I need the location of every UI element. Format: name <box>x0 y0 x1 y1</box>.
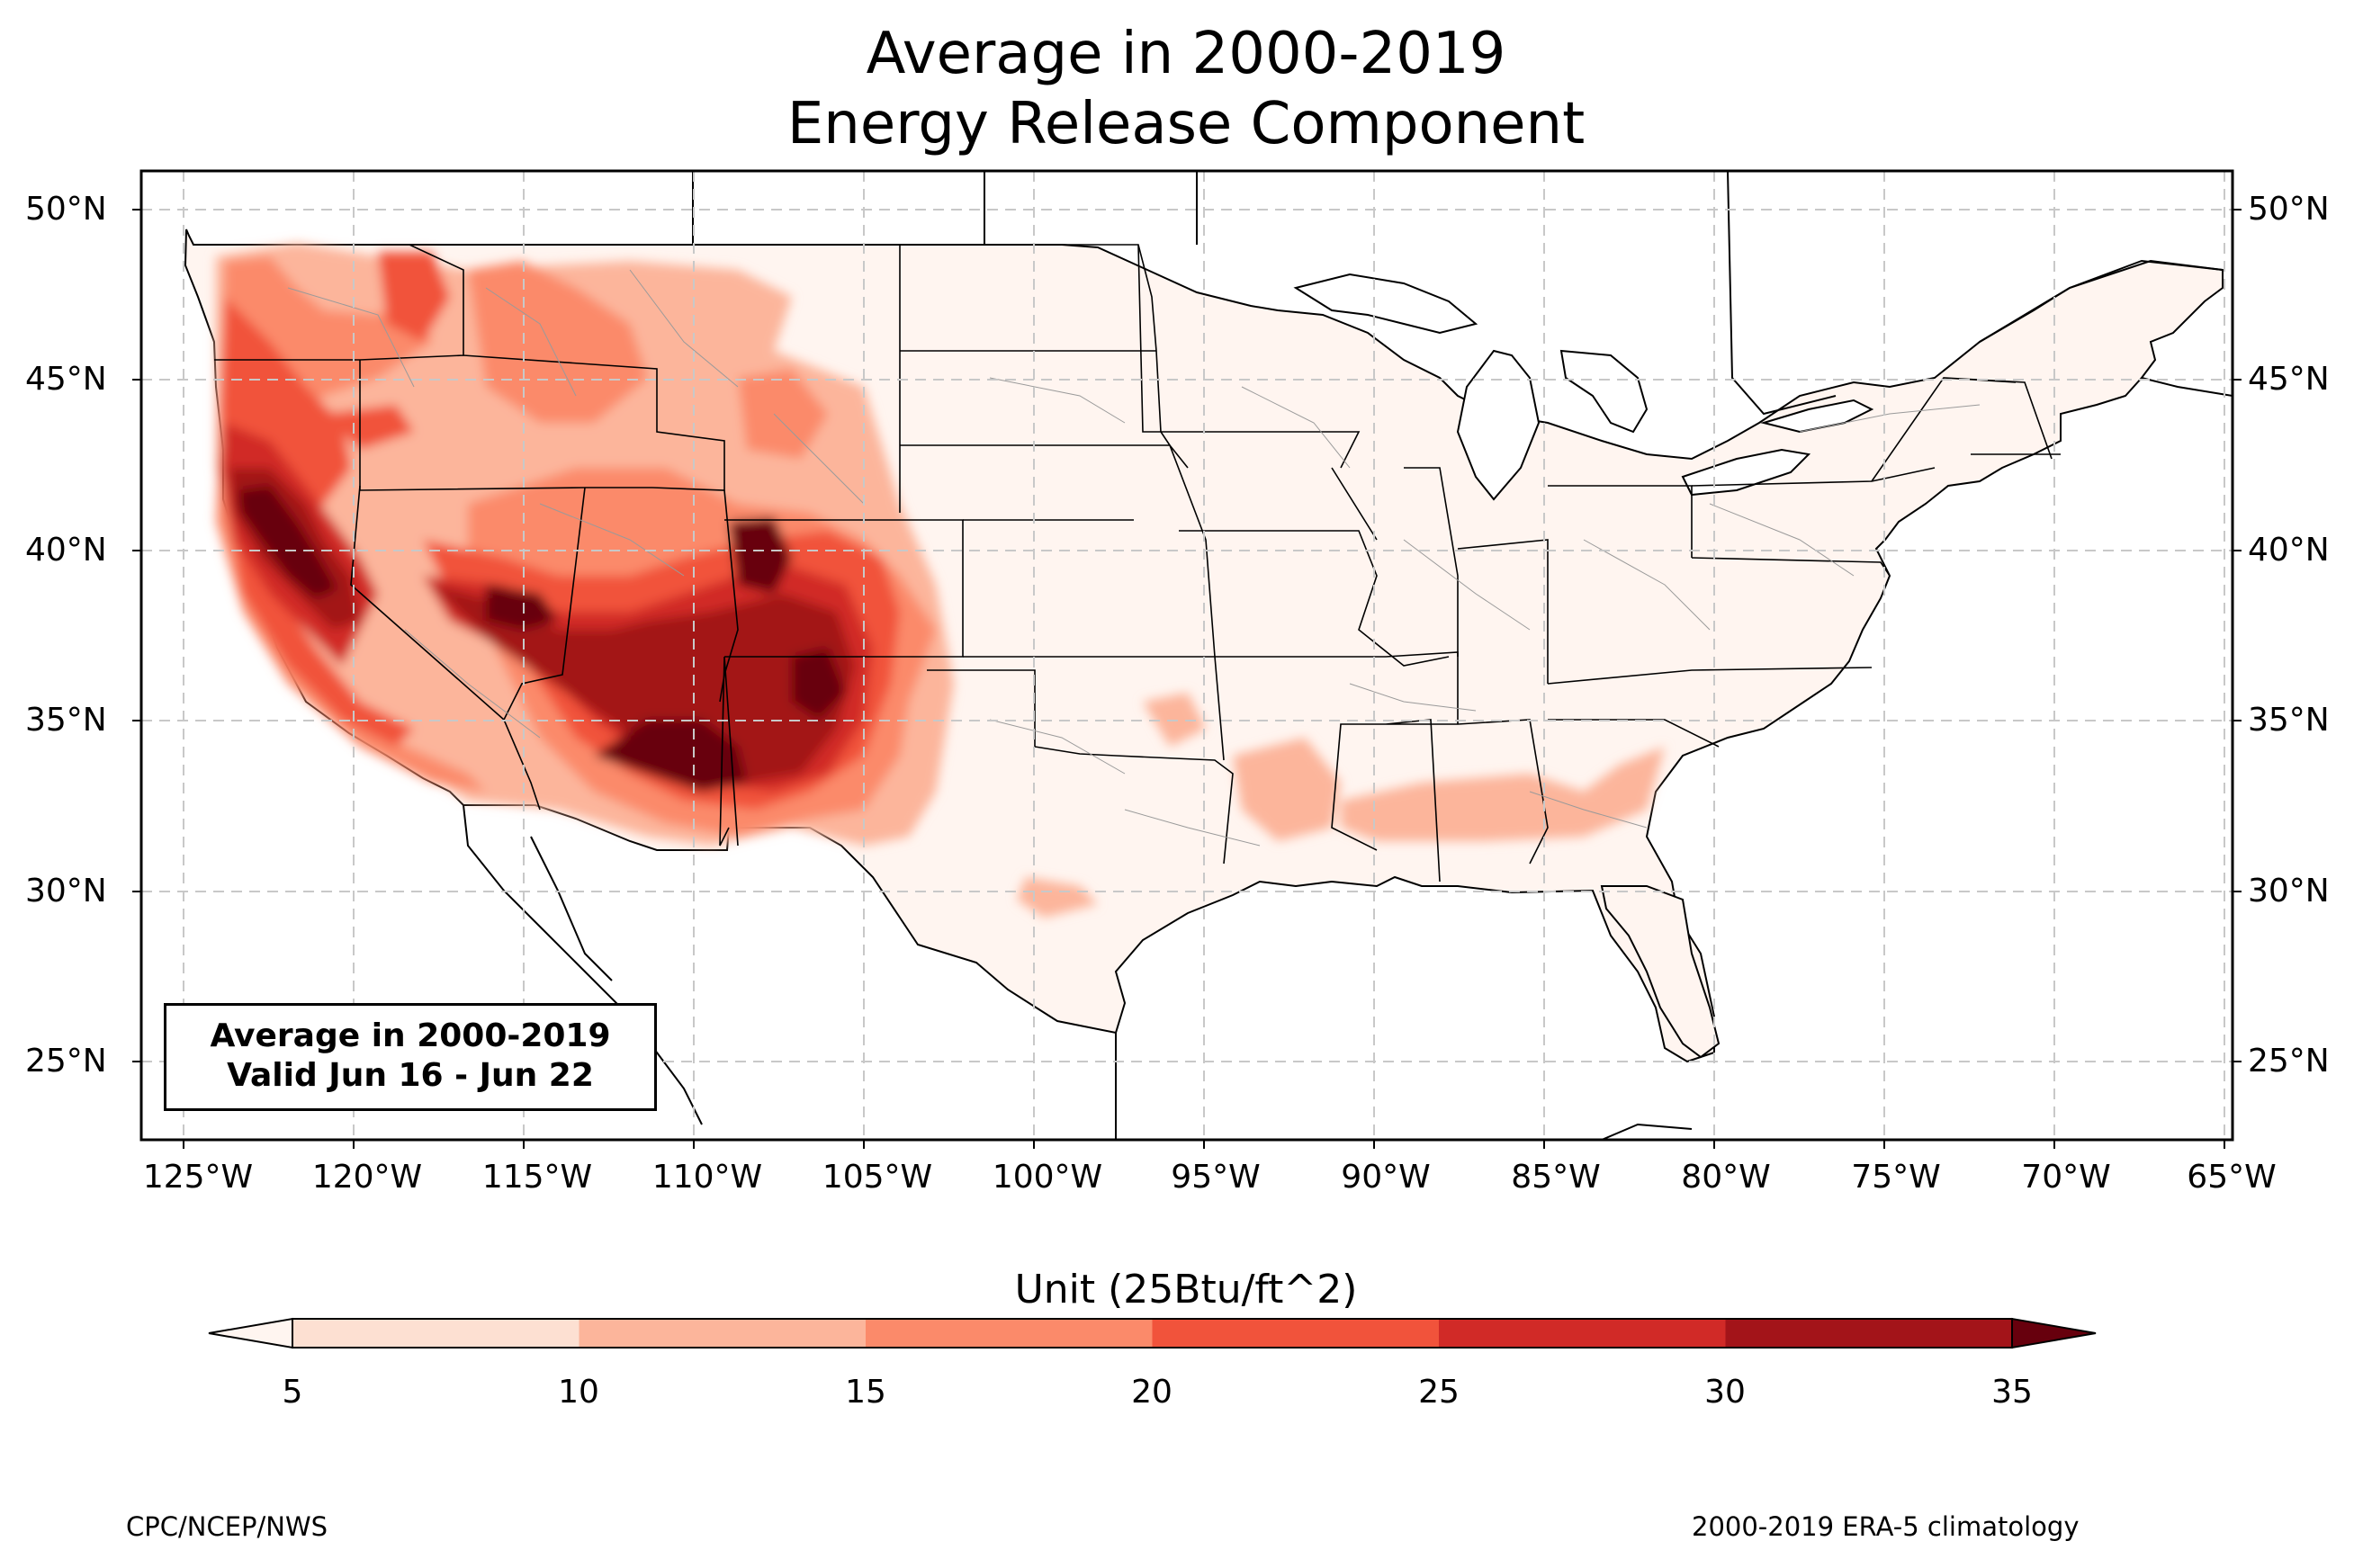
great-lakes <box>1293 273 1874 501</box>
erc-contour-30-35 <box>432 585 855 783</box>
lon-label-70w: 70°W <box>2021 1159 2111 1196</box>
lon-label-95w: 95°W <box>1171 1159 1261 1196</box>
erc-contour-over-35 <box>486 517 846 792</box>
footer-source: 2000-2019 ERA-5 climatology <box>1692 1511 2080 1542</box>
map-title-line-2: Energy Release Component <box>786 91 1586 157</box>
lat-label-25n-right: 25°N <box>2248 1043 2330 1080</box>
erc-contour-15-20 <box>468 261 648 423</box>
lat-label-30n-right: 30°N <box>2248 873 2330 909</box>
validity-line-1: Average in 2000-2019 <box>210 1017 611 1054</box>
erc-field <box>216 243 1665 918</box>
county-lines <box>287 269 1981 847</box>
erc-contour-over-35 <box>238 486 337 598</box>
lon-label-105w: 105°W <box>822 1159 933 1196</box>
lat-label-45n-right: 45°N <box>2248 361 2330 398</box>
colorbar-segment-5-10 <box>292 1319 580 1348</box>
lon-label-85w: 85°W <box>1511 1159 1601 1196</box>
colorbar-tick-35: 35 <box>1991 1374 2033 1411</box>
erc-contour-10-15 <box>1341 747 1665 841</box>
lat-label-40n-left: 40°N <box>25 532 107 569</box>
lon-label-100w: 100°W <box>992 1159 1103 1196</box>
lon-label-75w: 75°W <box>1851 1159 1941 1196</box>
colorbar-tick-5: 5 <box>282 1374 303 1411</box>
map-title-line-1: Average in 2000-2019 <box>866 21 1506 87</box>
lat-label-45n-left: 45°N <box>25 361 107 398</box>
erc-contour-20-25 <box>220 297 414 747</box>
colorbar-tick-25: 25 <box>1418 1374 1460 1411</box>
colorbar-label: Unit (25Btu/ft^2) <box>1014 1267 1358 1313</box>
erc-contour-20-25 <box>378 252 450 342</box>
gridlines <box>141 171 2233 1140</box>
lat-label-35n-right: 35°N <box>2248 702 2330 739</box>
colorbar <box>208 1317 2097 1349</box>
colorbar-tick-20: 20 <box>1131 1374 1173 1411</box>
lat-label-25n-left: 25°N <box>25 1043 107 1080</box>
lat-label-30n-left: 30°N <box>25 873 107 909</box>
colorbar-under-arrow <box>208 1317 293 1349</box>
erc-contour-15-20 <box>738 369 828 459</box>
erc-contour-10-15 <box>1017 877 1098 918</box>
colorbar-frame <box>292 1318 2013 1348</box>
colorbar-segment-15-20 <box>866 1319 1153 1348</box>
colorbar-segment-20-25 <box>1152 1319 1440 1348</box>
lon-label-120w: 120°W <box>311 1159 423 1196</box>
colorbar-tick-10: 10 <box>558 1374 599 1411</box>
lon-label-125w: 125°W <box>142 1159 254 1196</box>
colorbar-over-arrow <box>2011 1317 2097 1349</box>
lon-label-110w: 110°W <box>651 1159 763 1196</box>
colorbar-segment-30-35 <box>1725 1319 2013 1348</box>
mexico-outline <box>463 804 1693 1140</box>
lat-label-35n-left: 35°N <box>25 702 107 739</box>
map-frame <box>139 169 2234 1142</box>
footer-credit: CPC/NCEP/NWS <box>126 1511 328 1542</box>
lon-label-80w: 80°W <box>1681 1159 1771 1196</box>
colorbar-tick-30: 30 <box>1704 1374 1746 1411</box>
lon-label-65w: 65°W <box>2187 1159 2277 1196</box>
lat-label-50n-left: 50°N <box>25 191 107 228</box>
validity-line-2: Valid Jun 16 - Jun 22 <box>227 1057 594 1094</box>
florida <box>1600 885 1721 1059</box>
validity-box: Average in 2000-2019 Valid Jun 16 - Jun … <box>164 1003 657 1111</box>
lon-label-90w: 90°W <box>1341 1159 1431 1196</box>
erc-contour-10-15 <box>1233 738 1341 841</box>
colorbar-segment-25-30 <box>1439 1319 1726 1348</box>
axis-ticks <box>132 209 2242 1149</box>
colorbar-tick-15: 15 <box>845 1374 886 1411</box>
erc-contour-20-25 <box>324 405 414 450</box>
lat-label-40n-right: 40°N <box>2248 532 2330 569</box>
lat-label-50n-right: 50°N <box>2248 191 2330 228</box>
lon-label-115w: 115°W <box>481 1159 593 1196</box>
colorbar-segment-10-15 <box>579 1319 867 1348</box>
